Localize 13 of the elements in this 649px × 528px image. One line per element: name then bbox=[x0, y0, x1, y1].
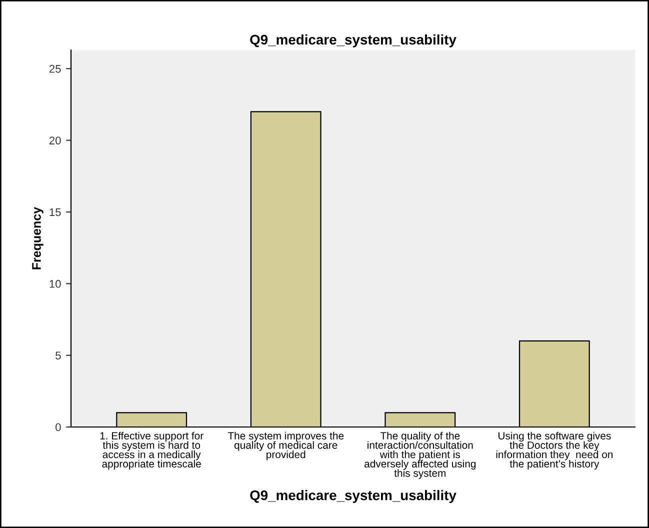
y-tick-label: 5 bbox=[56, 352, 61, 360]
y-tick-label: 0 bbox=[56, 423, 61, 432]
chart-title: Q9_medicare_system_usability bbox=[250, 34, 456, 48]
y-axis-title: Frequency bbox=[32, 206, 44, 270]
x-axis-title: Q9_medicare_system_usability bbox=[250, 490, 456, 503]
x-tick-label: The quality of the interaction/consultation with the patient is adversely affected using this system bbox=[364, 432, 476, 479]
x-tick-label: The system improves the quality of medical care provided bbox=[228, 432, 344, 460]
y-tick-label: 25 bbox=[49, 64, 61, 73]
x-tick-label: 1. Effective support for this system is hard to access in a medically appropriate timescale bbox=[100, 432, 204, 470]
y-tick-label: 10 bbox=[50, 280, 61, 288]
y-tick-label: 15 bbox=[50, 208, 61, 216]
y-tick-label: 20 bbox=[49, 136, 61, 144]
x-tick-label: Using the software gives the Doctors the key information they need on the patient’s history bbox=[496, 432, 613, 470]
